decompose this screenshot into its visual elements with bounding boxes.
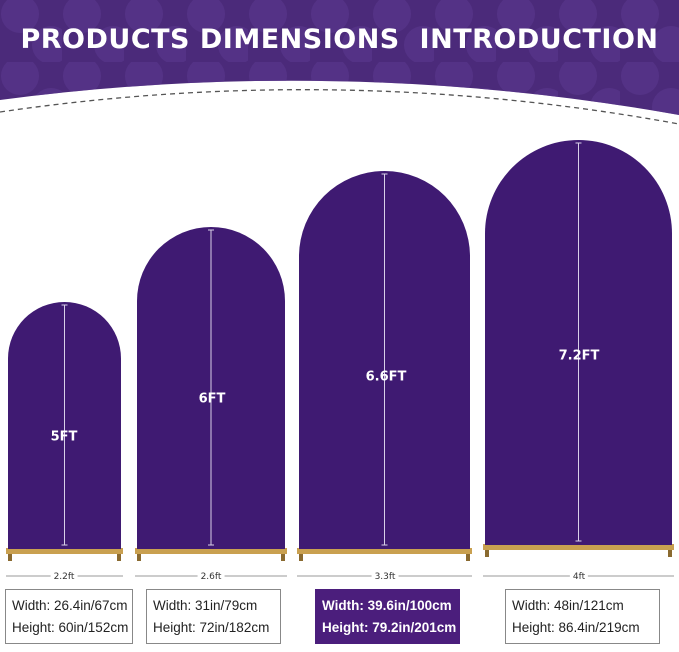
stand-base: [135, 548, 287, 554]
spec-box-7.2ft: Width: 48in/121cm Height: 86.4in/219cm: [505, 589, 660, 644]
stand-foot: [466, 554, 470, 561]
width-label-3.3ft: 3.3ft: [371, 572, 399, 582]
width-spec: Width: 31in/79cm: [153, 598, 258, 613]
width-label-2.6ft: 2.6ft: [197, 572, 225, 582]
stand-foot: [281, 554, 285, 561]
page-title: PRODUCTS DIMENSIONS INTRODUCTION: [20, 24, 659, 55]
height-label-5ft: 5FT: [50, 429, 78, 445]
height-label-6ft: 6FT: [198, 391, 226, 407]
stand-foot: [117, 554, 121, 561]
arch-6.6ft: [297, 171, 472, 577]
height-spec: Height: 79.2in/201cm: [322, 620, 457, 635]
height-spec: Height: 72in/182cm: [153, 620, 270, 635]
width-label-4ft: 4ft: [569, 572, 589, 582]
stand-foot: [8, 554, 12, 561]
width-spec: Width: 48in/121cm: [512, 598, 624, 613]
stand-foot: [668, 550, 672, 557]
header-banner: [0, 0, 679, 125]
height-label-6.6ft: 6.6FT: [365, 369, 407, 385]
stand-base: [297, 548, 472, 554]
stand-foot: [299, 554, 303, 561]
stand-base: [6, 548, 123, 554]
spec-box-6.6ft: Width: 39.6in/100cm Height: 79.2in/201cm: [315, 589, 460, 644]
arch-5ft: [6, 302, 123, 577]
width-spec: Width: 39.6in/100cm: [322, 598, 452, 613]
stand-base: [483, 544, 674, 550]
width-spec: Width: 26.4in/67cm: [12, 598, 128, 613]
height-spec: Height: 86.4in/219cm: [512, 620, 640, 635]
height-spec: Height: 60in/152cm: [12, 620, 129, 635]
stand-foot: [485, 550, 489, 557]
spec-box-5ft: Width: 26.4in/67cm Height: 60in/152cm: [5, 589, 133, 644]
height-label-7.2ft: 7.2FT: [558, 348, 600, 364]
width-label-2.2ft: 2.2ft: [50, 572, 78, 582]
spec-box-6ft: Width: 31in/79cm Height: 72in/182cm: [146, 589, 281, 644]
stand-foot: [137, 554, 141, 561]
